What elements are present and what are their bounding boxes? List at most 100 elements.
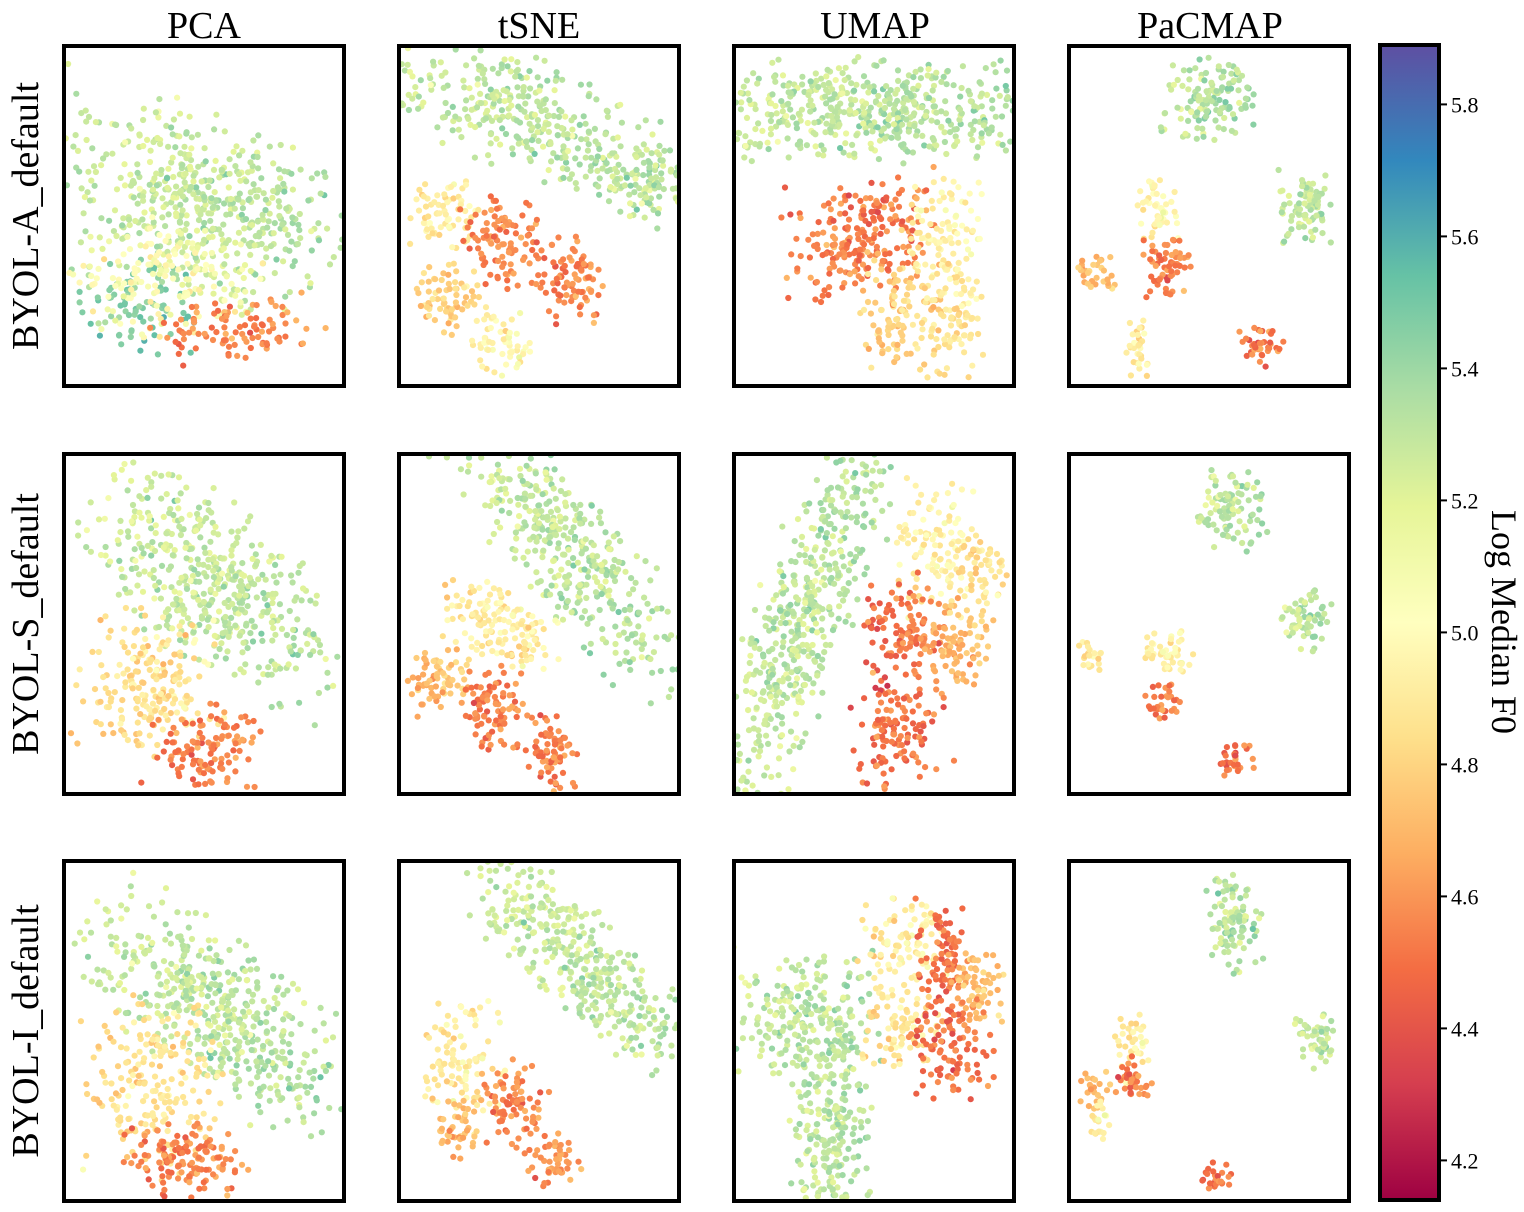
scatter-point bbox=[244, 603, 251, 610]
scatter-point bbox=[820, 202, 828, 209]
scatter-point bbox=[118, 285, 125, 292]
scatter-point bbox=[259, 216, 266, 223]
scatter-point bbox=[755, 120, 762, 127]
scatter-point bbox=[533, 54, 540, 61]
scatter-point bbox=[194, 556, 201, 563]
scatter-point bbox=[1174, 76, 1181, 84]
scatter-point bbox=[543, 764, 551, 771]
scatter-point bbox=[854, 596, 861, 603]
scatter-point bbox=[829, 118, 836, 125]
scatter-point bbox=[1187, 98, 1194, 105]
scatter-point bbox=[486, 479, 493, 486]
scatter-point bbox=[516, 643, 523, 650]
scatter-point bbox=[917, 66, 924, 73]
scatter-point bbox=[494, 518, 501, 526]
scatter-point bbox=[596, 514, 603, 521]
scatter-point bbox=[881, 135, 889, 142]
scatter-point bbox=[1168, 198, 1175, 205]
scatter-point bbox=[812, 143, 819, 150]
scatter-point bbox=[194, 710, 201, 717]
scatter-point bbox=[488, 621, 496, 629]
scatter-point bbox=[837, 200, 845, 207]
scatter-point bbox=[137, 650, 144, 657]
scatter-point bbox=[282, 293, 289, 300]
scatter-point bbox=[820, 229, 827, 236]
scatter-point bbox=[1017, 125, 1023, 131]
scatter-point bbox=[553, 69, 560, 76]
scatter-point bbox=[160, 204, 167, 211]
scatter-point bbox=[526, 260, 533, 267]
scatter-point bbox=[564, 535, 572, 542]
scatter-point bbox=[429, 295, 436, 303]
scatter-point bbox=[550, 485, 557, 492]
scatter-point bbox=[537, 578, 544, 585]
scatter-point bbox=[276, 700, 283, 708]
scatter-point bbox=[473, 35, 479, 41]
scatter-point bbox=[1084, 280, 1091, 287]
scatter-point bbox=[540, 644, 547, 652]
scatter-point bbox=[294, 651, 301, 659]
scatter-point bbox=[120, 670, 127, 677]
scatter-point bbox=[522, 503, 529, 510]
scatter-point bbox=[530, 533, 537, 541]
scatter-point bbox=[839, 284, 846, 291]
scatter-point bbox=[614, 175, 621, 183]
scatter-point bbox=[1196, 93, 1203, 100]
scatter-point bbox=[139, 216, 146, 223]
scatter-point bbox=[843, 130, 850, 137]
scatter-point bbox=[795, 110, 802, 117]
scatter-point bbox=[153, 667, 160, 674]
scatter-point bbox=[639, 632, 646, 639]
scatter-point bbox=[485, 346, 492, 354]
scatter-point bbox=[290, 634, 297, 642]
scatter-point bbox=[513, 330, 520, 337]
scatter-point bbox=[824, 513, 832, 520]
scatter-point bbox=[1301, 200, 1308, 207]
scatter-point bbox=[569, 750, 576, 757]
scatter-point bbox=[656, 193, 663, 200]
scatter-point bbox=[484, 442, 490, 448]
scatter-point bbox=[494, 461, 501, 468]
scatter-point bbox=[594, 153, 601, 160]
scatter-point bbox=[515, 360, 522, 368]
scatter-point bbox=[415, 290, 422, 297]
scatter-point bbox=[228, 528, 235, 535]
scatter-point bbox=[1203, 108, 1210, 115]
scatter-point bbox=[558, 566, 565, 573]
scatter-point bbox=[148, 552, 155, 559]
scatter-point bbox=[889, 418, 895, 424]
scatter-point bbox=[1042, 149, 1048, 155]
scatter-point bbox=[818, 75, 825, 82]
scatter-point bbox=[187, 349, 194, 356]
scatter-point bbox=[160, 319, 167, 326]
scatter-point bbox=[559, 476, 566, 483]
scatter-point bbox=[243, 783, 251, 790]
scatter-point bbox=[1257, 328, 1264, 335]
scatter-point bbox=[223, 273, 230, 280]
scatter-point bbox=[269, 637, 276, 644]
scatter-point bbox=[314, 170, 321, 177]
scatter-point bbox=[516, 465, 524, 472]
scatter-point bbox=[462, 712, 469, 720]
scatter-point bbox=[498, 649, 505, 656]
scatter-point bbox=[954, 230, 961, 237]
scatter-point bbox=[192, 345, 199, 352]
scatter-point bbox=[436, 231, 443, 238]
scatter-point bbox=[486, 338, 493, 345]
scatter-point bbox=[1203, 88, 1210, 95]
scatter-point bbox=[851, 268, 858, 275]
scatter-point bbox=[468, 635, 475, 642]
scatter-point bbox=[169, 625, 176, 632]
scatter-point bbox=[872, 226, 879, 233]
scatter-point bbox=[955, 311, 962, 319]
scatter-point bbox=[498, 372, 506, 379]
scatter-point bbox=[1130, 359, 1137, 366]
scatter-point bbox=[742, 133, 749, 140]
scatter-point bbox=[642, 185, 649, 192]
scatter-point bbox=[918, 334, 925, 342]
scatter-point bbox=[947, 234, 954, 242]
scatter-point bbox=[1202, 97, 1210, 104]
scatter-point bbox=[170, 511, 177, 519]
scatter-point bbox=[229, 600, 236, 608]
scatter-point bbox=[895, 77, 902, 84]
